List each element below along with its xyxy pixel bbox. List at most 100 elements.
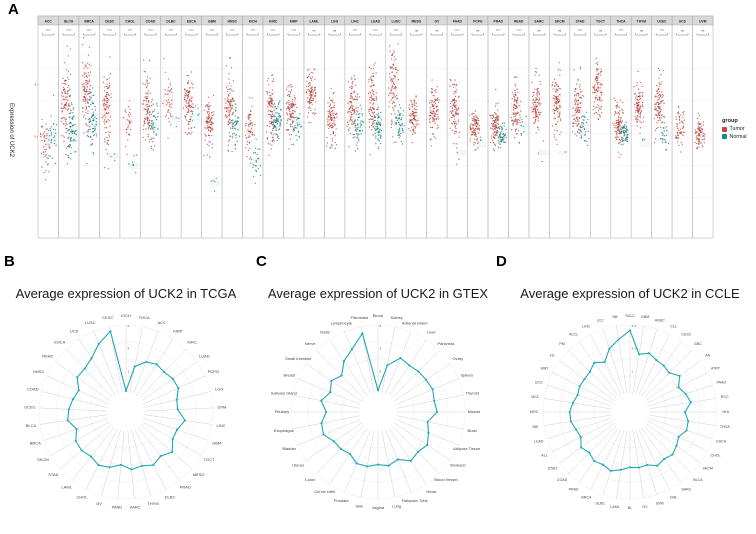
svg-text:CESC: CESC [102, 315, 113, 320]
svg-text:MCL: MCL [531, 395, 539, 399]
svg-text:Colon: Colon [305, 477, 315, 482]
svg-text:Thyroid: Thyroid [466, 390, 479, 395]
svg-text:PM: PM [559, 342, 564, 346]
svg-text:LAML: LAML [61, 485, 72, 490]
svg-text:Fallopian Tube: Fallopian Tube [402, 498, 429, 503]
svg-text:****: **** [128, 29, 134, 33]
svg-text:KIRP: KIRP [290, 20, 299, 24]
svg-text:4: 4 [128, 347, 130, 351]
svg-text:ACC: ACC [157, 320, 166, 325]
svg-text:READ: READ [514, 20, 524, 24]
svg-text:Average expression of UCK2 in: Average expression of UCK2 in CCLE [520, 286, 740, 301]
svg-text:Kidney: Kidney [391, 315, 403, 320]
svg-text:Testis: Testis [320, 329, 330, 334]
svg-text:LUAD: LUAD [534, 440, 544, 444]
svg-text:GBM: GBM [641, 315, 649, 319]
svg-text:ns: ns [538, 29, 542, 33]
svg-text:****: **** [578, 29, 584, 33]
svg-text:UVM: UVM [217, 404, 226, 409]
svg-text:0: 0 [34, 134, 36, 138]
svg-text:BL: BL [628, 506, 632, 510]
svg-text:COAD: COAD [27, 386, 39, 391]
svg-text:****: **** [169, 29, 175, 33]
svg-text:****: **** [66, 29, 72, 33]
svg-text:CML: CML [670, 495, 678, 499]
svg-text:NHL: NHL [722, 410, 729, 414]
svg-text:KIRP: KIRP [173, 328, 183, 333]
svg-text:LIHC: LIHC [582, 324, 591, 328]
svg-text:NB: NB [613, 315, 619, 319]
svg-text:SARC: SARC [130, 505, 141, 510]
svg-text:COAD: COAD [557, 478, 568, 482]
svg-text:ATRT: ATRT [711, 366, 721, 370]
svg-text:****: **** [189, 29, 195, 33]
svg-text:GBM: GBM [208, 20, 216, 24]
svg-text:UVM: UVM [656, 501, 664, 505]
svg-text:ESCA: ESCA [54, 340, 65, 345]
svg-text:HNSC: HNSC [228, 20, 238, 24]
svg-text:THCA: THCA [616, 20, 626, 24]
svg-text:****: **** [87, 29, 93, 33]
svg-text:UVM: UVM [699, 20, 707, 24]
svg-text:1: 1 [632, 369, 634, 373]
svg-text:LIHC: LIHC [216, 423, 225, 428]
svg-text:Lung: Lung [392, 503, 401, 508]
svg-text:RCC: RCC [721, 395, 729, 399]
svg-text:GBC: GBC [694, 342, 702, 346]
svg-text:LGG: LGG [215, 386, 223, 391]
svg-text:Bladder: Bladder [282, 446, 296, 451]
svg-text:PAAD: PAAD [112, 505, 123, 510]
svg-text:Prostate: Prostate [334, 498, 350, 503]
svg-text:KIRC: KIRC [269, 20, 278, 24]
svg-text:KICH: KICH [249, 20, 258, 24]
svg-text:Fibroblast: Fibroblast [351, 315, 369, 320]
svg-text:****: **** [271, 29, 277, 33]
svg-text:****: **** [107, 29, 113, 33]
svg-text:ns: ns [435, 29, 439, 33]
svg-text:Stomach: Stomach [450, 462, 466, 467]
svg-text:CHOL: CHOL [711, 454, 721, 458]
svg-text:LUAD: LUAD [199, 353, 210, 358]
svg-text:KICH: KICH [121, 313, 131, 318]
svg-text:LCC: LCC [597, 319, 605, 323]
svg-text:COAD: COAD [146, 20, 156, 24]
svg-text:LUSC: LUSC [85, 320, 96, 325]
svg-text:****: **** [660, 29, 666, 33]
svg-text:****: **** [210, 29, 216, 33]
svg-text:Small Intestine: Small Intestine [285, 356, 312, 361]
svg-text:****: **** [516, 29, 522, 33]
svg-text:CHOL: CHOL [76, 494, 88, 499]
svg-text:0: 0 [380, 369, 382, 373]
svg-text:BLCA: BLCA [64, 20, 74, 24]
svg-text:ALL: ALL [541, 454, 547, 458]
svg-text:****: **** [455, 29, 461, 33]
svg-text:SKCM: SKCM [703, 466, 713, 470]
svg-text:ns: ns [640, 29, 644, 33]
svg-text:****: **** [353, 29, 359, 33]
svg-text:LAML: LAML [310, 20, 319, 24]
svg-text:CLL: CLL [670, 324, 677, 328]
svg-text:PRAD: PRAD [494, 20, 504, 24]
svg-text:LGG: LGG [331, 20, 339, 24]
svg-text:CHOL: CHOL [125, 20, 134, 24]
svg-text:****: **** [46, 29, 52, 33]
svg-text:MESO: MESO [193, 472, 205, 477]
svg-text:DLBC: DLBC [165, 494, 176, 499]
svg-text:ALCL: ALCL [569, 332, 578, 336]
svg-text:****: **** [148, 29, 154, 33]
svg-text:CESC: CESC [681, 332, 691, 336]
svg-text:****: **** [496, 29, 502, 33]
svg-text:THYM: THYM [637, 20, 647, 24]
svg-text:Uterus: Uterus [292, 462, 304, 467]
svg-text:BLCA: BLCA [26, 423, 37, 428]
svg-text:PRAD: PRAD [569, 488, 579, 492]
svg-text:LIHC: LIHC [351, 20, 359, 24]
svg-text:3.3: 3.3 [632, 324, 637, 328]
svg-text:OV: OV [642, 505, 648, 509]
svg-text:****: **** [373, 29, 379, 33]
svg-text:8: 8 [380, 324, 382, 328]
svg-text:THCA: THCA [720, 425, 730, 429]
svg-text:THCA: THCA [139, 315, 150, 320]
svg-text:Muscle: Muscle [468, 409, 481, 414]
svg-text:LUSC: LUSC [392, 20, 402, 24]
